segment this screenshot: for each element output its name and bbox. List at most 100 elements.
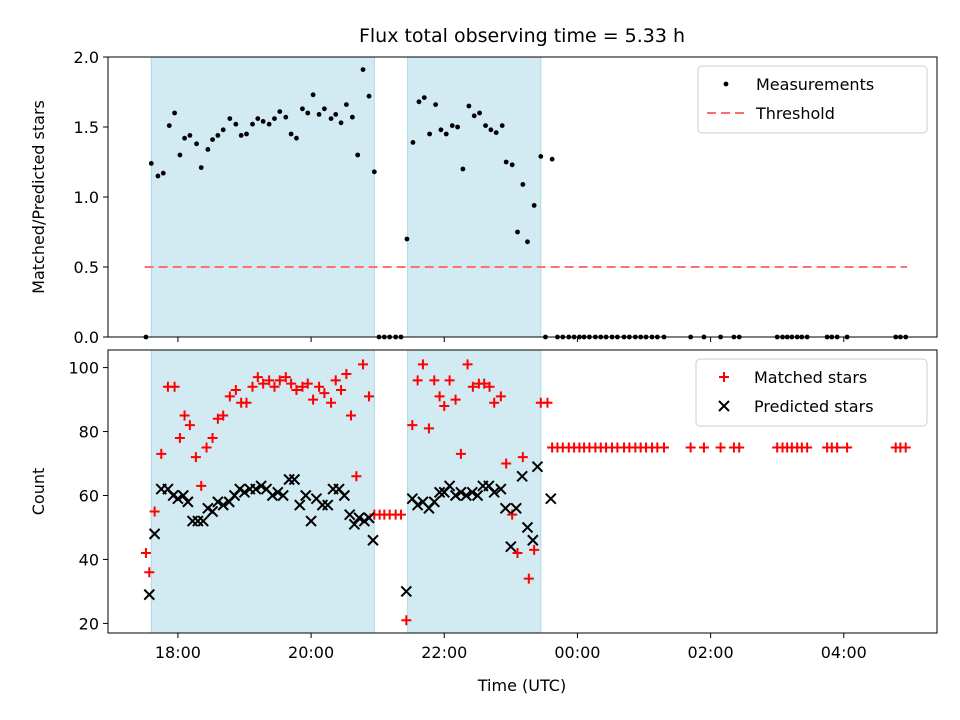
top-series-0-point-15	[227, 116, 233, 121]
top-series-0-point-54	[443, 131, 449, 137]
bottom-series-1-point-28	[294, 499, 306, 511]
top-series-0-point-24	[277, 109, 283, 114]
bottom-series-1-point-60	[495, 483, 507, 495]
bottom-series-0-point-62	[484, 381, 495, 392]
top-series-0-point-18	[244, 131, 249, 137]
top-series-0-point-8	[187, 133, 193, 138]
top-series-0-point-35	[338, 120, 344, 126]
bottom-series-0-point-0	[140, 548, 151, 559]
bottom-series-0-point-98	[734, 442, 745, 453]
top-legend-label-1: Threshold	[755, 104, 835, 123]
top-series-0-point-16	[233, 121, 239, 127]
top-series-0-point-33	[328, 116, 334, 121]
bottom-series-0-point-61	[479, 378, 490, 389]
bottom-series-1-point-67	[531, 461, 544, 473]
bottom-legend-swatch-1	[718, 400, 730, 412]
bottom-series-0-point-35	[336, 384, 347, 395]
bottom-y-tick-label-0: 20	[79, 614, 99, 633]
bottom-series-0-point-59	[467, 381, 478, 392]
top-series-0-point-59	[471, 113, 477, 119]
bottom-series-1-point-41	[363, 512, 375, 524]
top-shade-span-1	[407, 57, 541, 337]
top-series-0-point-23	[272, 116, 277, 121]
top-legend-label-0: Measurements	[756, 75, 874, 94]
bottom-series-0-point-67	[512, 548, 523, 559]
top-series-0-point-34	[333, 112, 339, 117]
top-series-0-point-7	[182, 135, 187, 141]
top-series-0-point-3	[160, 170, 166, 176]
bottom-series-0-point-29	[302, 378, 313, 389]
bottom-series-1-point-25	[277, 489, 289, 502]
bottom-series-0-point-93	[658, 442, 669, 453]
top-series-0-point-26	[288, 131, 294, 137]
bottom-series-1-point-64	[516, 470, 528, 483]
top-series-0-point-13	[215, 133, 221, 138]
bottom-series-0-point-3	[156, 448, 167, 459]
top-series-0-point-68	[520, 182, 526, 187]
bottom-series-0-point-68	[517, 452, 528, 463]
bottom-series-0-point-53	[434, 391, 445, 402]
bottom-series-0-point-13	[212, 413, 223, 424]
bottom-series-0-point-21	[258, 378, 269, 389]
bottom-series-0-point-18	[241, 397, 252, 408]
bottom-series-0-point-72	[542, 397, 553, 408]
top-series-0-point-67	[515, 229, 520, 235]
x-tick-label-5: 04:00	[821, 643, 867, 662]
top-series-0-point-6	[177, 152, 183, 158]
top-series-0-point-47	[404, 236, 410, 242]
bottom-series-1-point-63	[510, 502, 522, 514]
top-series-0-point-52	[433, 102, 439, 107]
bottom-series-1-point-52	[449, 489, 462, 502]
bottom-series-0-point-23	[269, 381, 280, 392]
bottom-series-0-point-6	[174, 432, 185, 443]
bottom-series-0-point-19	[247, 381, 258, 392]
x-tick-label-0: 18:00	[155, 643, 201, 662]
bottom-series-0-point-24	[274, 375, 285, 386]
top-series-0-point-48	[410, 140, 416, 145]
bottom-series-1-point-6	[177, 489, 189, 502]
bottom-series-0-point-64	[495, 391, 506, 402]
bottom-series-0-point-11	[201, 442, 212, 453]
top-series-0-point-66	[509, 162, 515, 168]
bottom-series-1-point-38	[348, 518, 361, 530]
top-series-0-point-2	[155, 173, 161, 179]
bottom-series-1-point-30	[305, 515, 317, 527]
bottom-legend-swatch-0	[719, 372, 729, 382]
bottom-series-0-point-50	[417, 359, 428, 370]
bottom-series-1-point-37	[344, 508, 356, 521]
bottom-series-1-point-39	[353, 512, 365, 524]
top-series-0-point-22	[266, 121, 272, 127]
top-series-0-point-29	[305, 110, 311, 116]
top-series-0-point-12	[210, 137, 215, 143]
bottom-axes-frame	[107, 349, 938, 634]
bottom-series-0-point-9	[190, 452, 201, 463]
top-series-0-point-1	[148, 161, 154, 166]
bottom-series-0-point-108	[832, 442, 843, 453]
bottom-series-0-point-52	[429, 375, 440, 386]
bottom-series-0-point-96	[715, 442, 726, 453]
x-tick-label-4: 02:00	[688, 643, 734, 662]
bottom-series-1-point-48	[428, 496, 440, 508]
top-series-0-point-53	[438, 127, 444, 133]
top-panel: 0.0 0.5 1.0 1.5 2.0 Matched/Predicted stars Me…	[29, 48, 938, 347]
bottom-series-0-point-48	[407, 420, 418, 431]
top-series-0-point-14	[220, 127, 226, 133]
top-series-0-point-56	[455, 124, 460, 130]
top-series-0-point-50	[421, 95, 427, 100]
bottom-series-0-point-39	[358, 359, 369, 370]
top-legend-box	[697, 65, 928, 134]
bottom-series-0-point-105	[802, 442, 813, 453]
top-series-0-point-4	[166, 123, 172, 128]
bottom-series-1-point-0	[143, 588, 155, 601]
x-tick-label-1: 20:00	[288, 643, 334, 662]
bottom-series-1-point-7	[182, 496, 194, 508]
bottom-series-0-point-14	[218, 410, 229, 421]
top-series-0-point-40	[366, 93, 372, 99]
bottom-series-0-point-55	[444, 375, 455, 386]
bottom-series-0-point-33	[326, 397, 337, 408]
top-y-axis-label: Matched/Predicted stars	[29, 100, 48, 294]
top-series-0-point-10	[198, 165, 204, 171]
bottom-legend-label-1: Predicted stars	[754, 397, 874, 416]
bottom-series-0-point-70	[529, 544, 540, 555]
